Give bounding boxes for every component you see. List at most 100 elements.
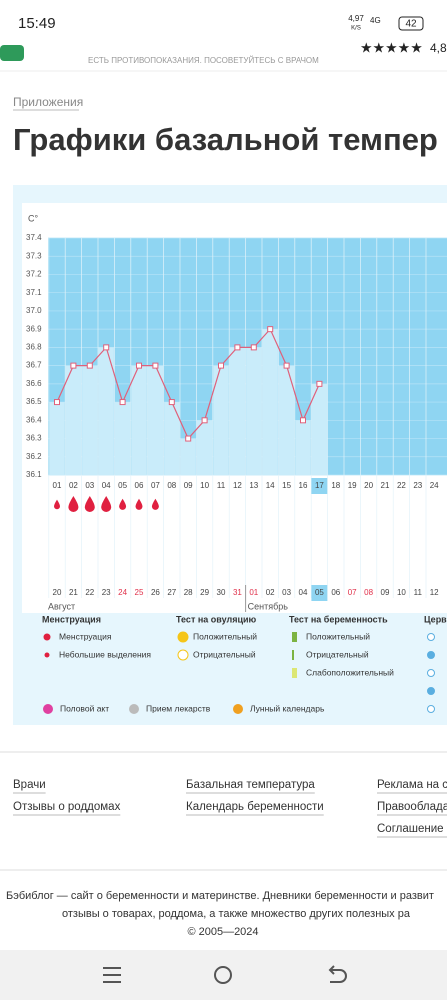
status-bar xyxy=(0,0,447,45)
legend-icon xyxy=(427,669,435,677)
day-label: 16 xyxy=(299,481,308,490)
y-tick-label: 36.1 xyxy=(26,470,42,479)
legend-extra: Лунный календарь xyxy=(250,703,325,713)
footer-link[interactable]: Реклама на са xyxy=(377,779,447,791)
page-title: Графики базальной темпер xyxy=(13,122,438,157)
bar xyxy=(82,365,98,475)
speed: 4,97 xyxy=(348,14,364,23)
time: 15:49 xyxy=(18,15,56,32)
legend-icon xyxy=(44,652,50,658)
back-button[interactable] xyxy=(328,965,347,983)
y-tick-label: 37.1 xyxy=(26,288,42,297)
y-tick-label: 36.3 xyxy=(26,434,42,443)
legend-title: Тест на беременность xyxy=(289,614,388,624)
date-label: 25 xyxy=(135,588,144,597)
nav-bar xyxy=(0,950,447,1000)
breadcrumb[interactable]: Приложения xyxy=(13,95,83,109)
legend-icon xyxy=(129,704,139,714)
date-label: 31 xyxy=(233,588,242,597)
legend-item: Менструация xyxy=(59,631,112,641)
legend-title: Церв xyxy=(424,614,447,624)
point xyxy=(234,344,241,351)
day-label: 03 xyxy=(85,481,94,490)
date-label: 08 xyxy=(364,588,373,597)
drop-icon xyxy=(119,498,127,510)
day-label: 21 xyxy=(381,481,390,490)
footer-link[interactable]: Отзывы о роддомах xyxy=(13,801,121,813)
y-tick-label: 36.8 xyxy=(26,342,42,351)
legend-item: Отрицательный xyxy=(193,649,256,659)
y-tick-label: 37.3 xyxy=(26,251,42,260)
date-label: 12 xyxy=(430,588,439,597)
legend-icon xyxy=(233,704,243,714)
legend-title: Менструация xyxy=(42,614,101,624)
drop-icon xyxy=(135,498,143,510)
current-day-box xyxy=(311,478,328,494)
month-label: Сентябрь xyxy=(248,601,289,611)
rating: 4,8 xyxy=(430,41,447,55)
bar xyxy=(229,347,246,475)
footer-link[interactable]: Календарь беременности xyxy=(186,801,324,813)
day-label: 13 xyxy=(249,481,258,490)
legend-icon xyxy=(292,668,297,678)
date-label: 24 xyxy=(118,588,127,597)
footer-link[interactable]: Врачи xyxy=(13,779,46,791)
day-label: 20 xyxy=(364,481,373,490)
legend-extra: Половой акт xyxy=(60,703,109,713)
point xyxy=(103,344,110,351)
drop-icon xyxy=(84,496,95,512)
date-label: 03 xyxy=(282,588,291,597)
bar xyxy=(196,420,213,475)
point xyxy=(136,362,142,369)
day-label: 05 xyxy=(118,481,127,490)
date-label: 01 xyxy=(249,588,258,597)
bar xyxy=(98,347,114,475)
y-tick-label: 37.2 xyxy=(26,270,42,279)
y-tick-label: 36.7 xyxy=(26,361,42,370)
drop-icon xyxy=(151,498,159,510)
y-tick-label: 37.4 xyxy=(26,233,42,242)
footer-about: Бэбиблог — сайт о беременности и материн… xyxy=(6,890,434,902)
footer-link[interactable]: Правообладат xyxy=(377,801,447,813)
day-label: 23 xyxy=(413,481,422,490)
bar xyxy=(213,365,229,475)
footer-link[interactable]: Соглашение о xyxy=(377,823,447,835)
day-label: 02 xyxy=(69,481,78,490)
legend-icon xyxy=(292,632,297,642)
legend-icon xyxy=(427,633,435,641)
day-label: 18 xyxy=(331,481,340,490)
y-tick-label: 37.0 xyxy=(26,306,42,315)
date-label: 04 xyxy=(299,588,308,597)
footer-about: © 2005—2024 xyxy=(187,926,258,938)
date-label: 29 xyxy=(200,588,209,597)
date-label: 27 xyxy=(167,588,176,597)
point xyxy=(267,326,274,333)
bar xyxy=(131,365,147,475)
home-button[interactable] xyxy=(214,966,232,984)
legend-icon xyxy=(292,650,294,660)
legend-icon xyxy=(43,633,51,641)
point xyxy=(54,399,60,406)
day-label: 04 xyxy=(102,481,111,490)
legend-icon xyxy=(427,651,435,659)
day-label: 12 xyxy=(233,481,242,490)
bbt-chart: C° 36.1 36.2 36.3 36.4 36.5 36.6 36.7 36.8 36.9 37… xyxy=(26,213,447,714)
legend-extra: Прием лекарств xyxy=(146,703,211,713)
date-label: 22 xyxy=(85,588,94,597)
legend-icon xyxy=(43,704,53,714)
bar xyxy=(49,402,65,475)
footer-link[interactable]: Базальная температура xyxy=(186,779,315,791)
y-tick-label: 36.9 xyxy=(26,324,42,333)
day-label: 17 xyxy=(315,481,324,490)
menu-button[interactable] xyxy=(103,967,121,983)
date-label: 07 xyxy=(348,588,357,597)
point xyxy=(70,362,77,369)
date-label: 11 xyxy=(414,588,423,597)
point xyxy=(300,417,306,424)
legend-item: Небольшие выделения xyxy=(59,649,151,659)
date-label: 28 xyxy=(184,588,193,597)
point xyxy=(218,362,224,369)
nav-icons xyxy=(103,965,347,984)
